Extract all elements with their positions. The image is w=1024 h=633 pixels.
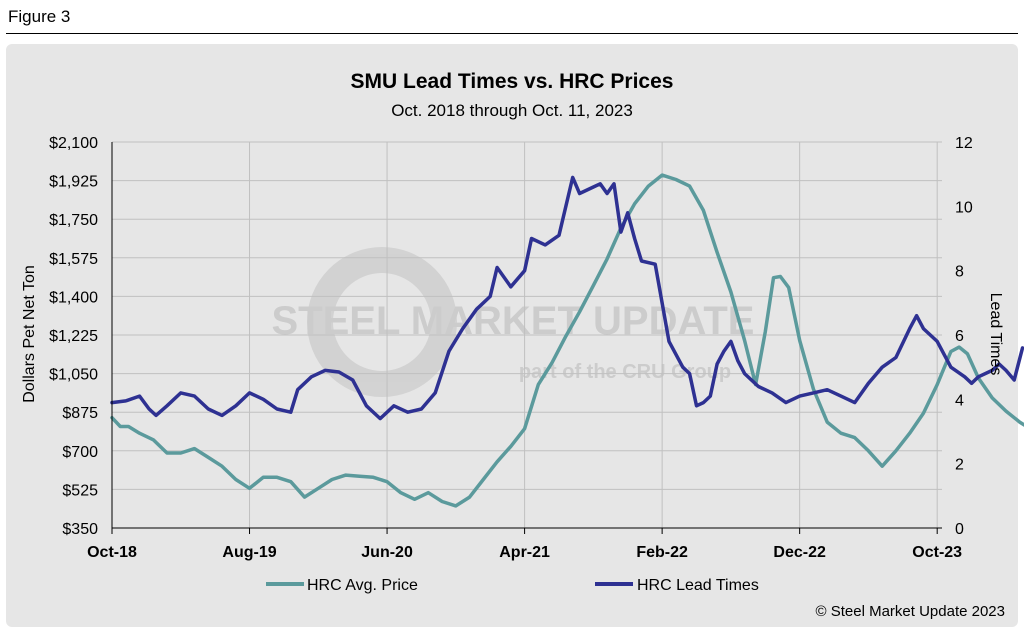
gridlines [111,141,942,529]
y-tick-label: $2,100 [49,135,98,152]
chart-title: SMU Lead Times vs. HRC Prices [351,70,674,93]
y-axis-right-ticks: 12 10 8 6 4 2 0 [955,135,973,538]
copyright-credit: © Steel Market Update 2023 [816,603,1006,620]
y-tick-label: $1,225 [49,328,98,345]
y-axis-left-ticks: $2,100 $1,925 $1,750 $1,575 $1,400 $1,225 $1,0… [49,135,98,538]
legend-label-price: HRC Avg. Price [307,577,418,594]
y-tick-label: $1,925 [49,174,98,191]
y-tick-label: $1,050 [49,367,98,384]
series-line-hrc-lead-times [110,175,1024,421]
x-tick-label: Feb-22 [636,544,688,561]
legend: HRC Avg. Price HRC Lead Times [266,577,759,594]
x-tick-label: Apr-21 [499,544,550,561]
y-tick-label: $350 [62,521,98,538]
watermark-brand: STEEL MARKET UPDATE [272,299,755,343]
y-axis-title: Dollars Pet Net Ton [21,265,38,403]
y2-tick-label: 6 [955,328,964,345]
x-tick-label: Oct-18 [87,544,137,561]
x-tick-label: Aug-19 [222,544,276,561]
x-tick-label: Dec-22 [773,544,826,561]
watermark: STEEL MARKET UPDATE part of the CRU Grou… [272,247,755,397]
x-axis-ticks: Oct-18 Aug-19 Jun-20 Apr-21 Feb-22 Dec-22 Oct-… [87,528,962,561]
y-tick-label: $1,400 [49,289,98,306]
y2-tick-label: 2 [955,457,964,474]
y-tick-label: $700 [62,444,98,461]
y2-tick-label: 12 [955,135,973,152]
y2-axis-title: Lead Times [987,293,1004,376]
figure-label: Figure 3 [8,7,71,26]
watermark-logo-icon [307,247,457,397]
y2-tick-label: 4 [955,392,964,409]
legend-label-lead: HRC Lead Times [637,577,759,594]
y-tick-label: $525 [62,482,98,499]
y-tick-label: $875 [62,405,98,422]
y2-tick-label: 10 [955,199,973,216]
y-tick-label: $1,575 [49,251,98,268]
series-line-hrc-price [110,173,1024,508]
y2-tick-label: 0 [955,521,964,538]
figure-divider [6,33,1018,34]
x-tick-label: Oct-23 [912,544,962,561]
series-group [110,173,1024,508]
y2-tick-label: 8 [955,264,964,281]
x-tick-label: Jun-20 [361,544,413,561]
chart-subtitle: Oct. 2018 through Oct. 11, 2023 [391,101,633,120]
watermark-tagline: part of the CRU Group [519,361,731,383]
y-tick-label: $1,750 [49,212,98,229]
